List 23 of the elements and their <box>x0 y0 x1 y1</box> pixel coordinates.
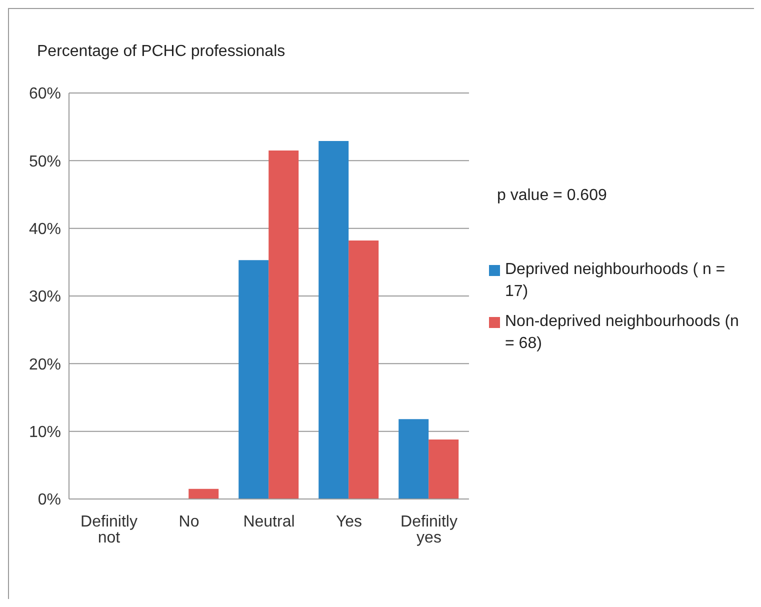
bar <box>348 240 379 499</box>
x-tick-label: Definitly not <box>80 513 138 546</box>
y-tick-label: 30% <box>28 288 61 306</box>
y-tick-label: 60% <box>28 86 61 103</box>
bar <box>318 141 349 499</box>
legend-label: Non-deprived neighbourhoods (n = 68) <box>505 312 740 354</box>
x-tick-label: Definitly yes <box>400 513 458 546</box>
y-tick-label: 20% <box>28 356 61 374</box>
y-tick-label: 10% <box>28 424 61 442</box>
bar <box>428 439 459 499</box>
chart-title: Percentage of PCHC professionals <box>37 43 286 61</box>
bar <box>398 419 429 499</box>
bar <box>238 260 269 499</box>
y-tick-label: 0% <box>38 492 61 509</box>
legend-label: Deprived neighbourhoods ( n = 17) <box>505 260 726 302</box>
text: p value = 0.609 <box>497 187 607 205</box>
y-tick-label: 50% <box>28 153 61 170</box>
x-tick-label: No <box>178 513 200 530</box>
y-tick-label: 40% <box>28 221 61 238</box>
x-tick-label: Neutral <box>243 513 295 530</box>
x-tick-label: Yes <box>336 513 362 530</box>
bar <box>268 150 299 499</box>
bar <box>188 488 219 499</box>
